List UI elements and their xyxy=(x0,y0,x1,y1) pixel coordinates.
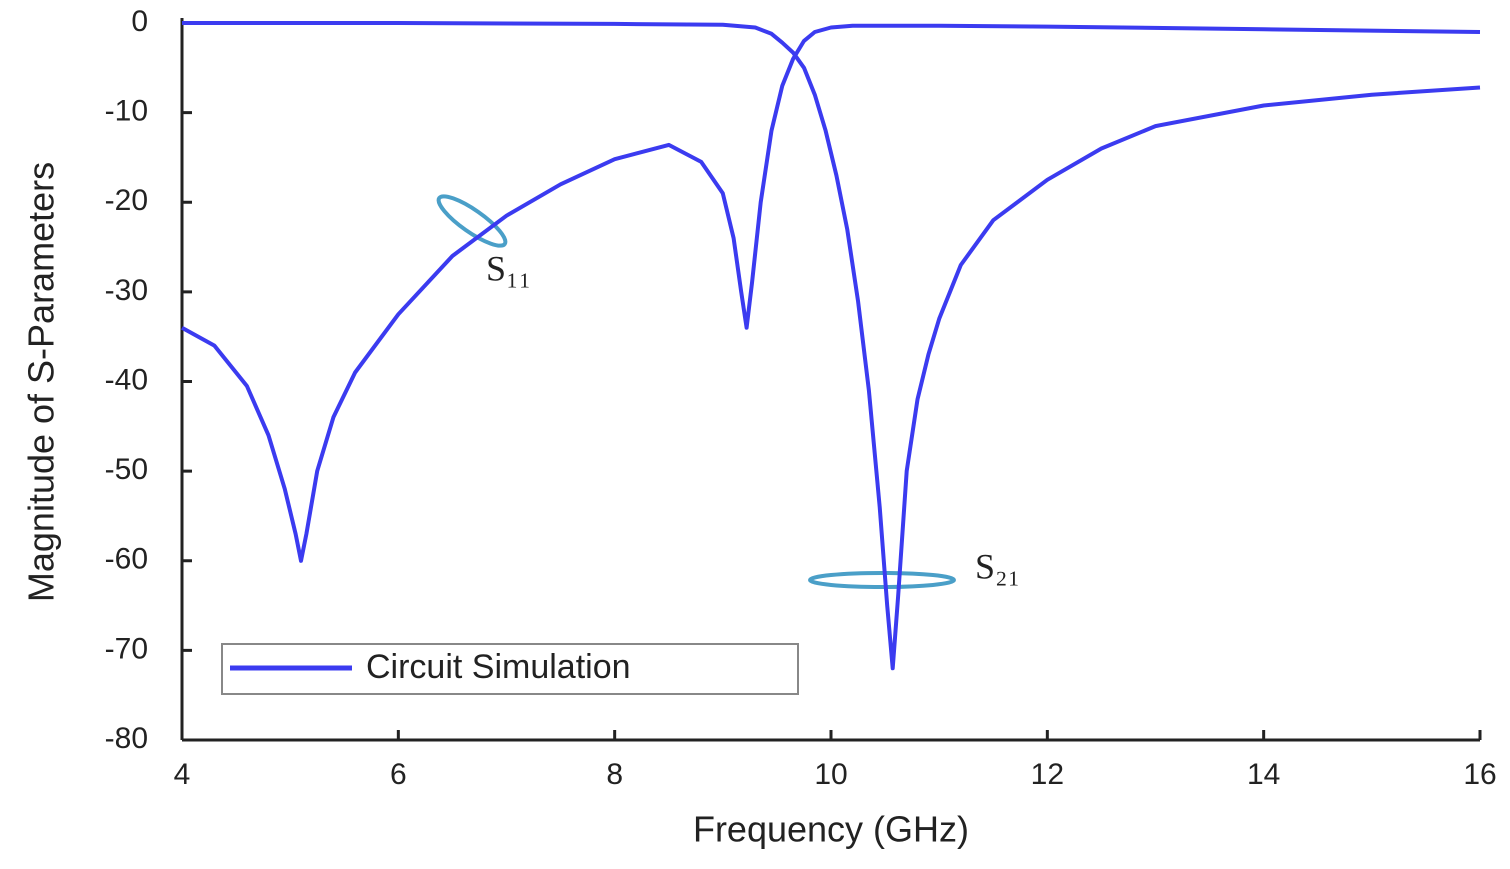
legend-label: Circuit Simulation xyxy=(366,648,631,686)
y-tick-label: -40 xyxy=(105,363,148,396)
y-tick-label: -80 xyxy=(105,722,148,755)
annotation: S₂₁ xyxy=(975,546,1020,586)
y-axis-title: Magnitude of S-Parameters xyxy=(21,162,62,602)
x-tick-label: 6 xyxy=(390,758,407,791)
x-tick-label: 16 xyxy=(1463,758,1496,791)
y-tick-label: -30 xyxy=(105,274,148,307)
annotation-ellipse xyxy=(808,571,956,589)
y-tick-label: -60 xyxy=(105,543,148,576)
x-axis-title: Frequency (GHz) xyxy=(693,809,969,850)
x-tick-label: 14 xyxy=(1247,758,1280,791)
y-tick-label: -10 xyxy=(105,95,148,128)
annotation-ellipse xyxy=(436,194,508,248)
series-line xyxy=(181,23,1481,563)
y-tick-label: -70 xyxy=(105,632,148,665)
x-tick-label: 10 xyxy=(814,758,847,791)
y-tick-label: 0 xyxy=(131,5,148,38)
annotation: S₁₁ xyxy=(486,248,531,288)
series-line xyxy=(182,21,1481,671)
y-tick-label: -20 xyxy=(105,184,148,217)
y-tick-label: -50 xyxy=(105,453,148,486)
x-tick-label: 8 xyxy=(606,758,623,791)
x-tick-label: 12 xyxy=(1031,758,1064,791)
x-tick-label: 4 xyxy=(174,758,191,791)
